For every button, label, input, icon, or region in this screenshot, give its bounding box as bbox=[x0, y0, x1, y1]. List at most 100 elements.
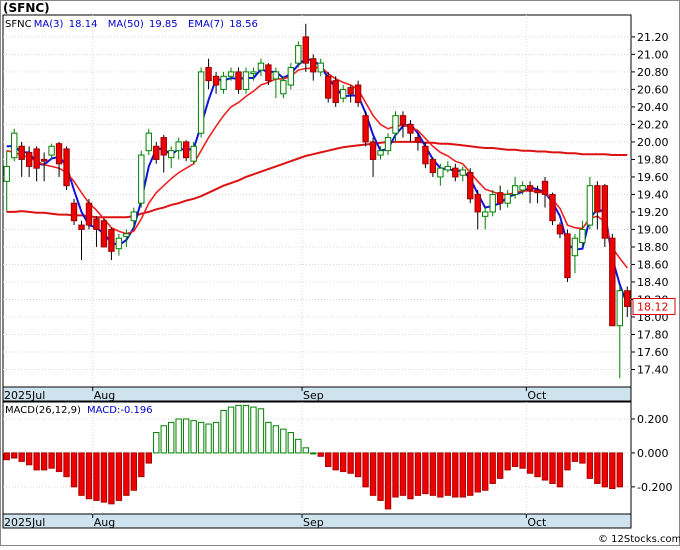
candle-body bbox=[332, 80, 339, 104]
macd-bar bbox=[18, 452, 25, 462]
price-x-axis-band bbox=[2, 386, 632, 402]
macd-bar bbox=[272, 425, 280, 454]
candle-body bbox=[526, 185, 534, 191]
legend-value: 18.14 bbox=[69, 19, 98, 30]
price-y-tick-label: 19.60 bbox=[637, 171, 669, 184]
macd-bar bbox=[482, 452, 489, 491]
macd-x-tick-label: Oct bbox=[527, 516, 547, 529]
candle-body bbox=[25, 151, 33, 167]
candle-body bbox=[594, 185, 601, 213]
candle-body bbox=[369, 141, 377, 160]
macd-bar bbox=[474, 452, 481, 493]
macd-bar bbox=[3, 452, 10, 461]
macd-bar bbox=[138, 452, 145, 478]
candle-body bbox=[444, 165, 452, 171]
candle-body bbox=[489, 193, 496, 213]
candle-body bbox=[407, 123, 414, 134]
series-line-ema7 bbox=[6, 65, 628, 269]
macd-bar bbox=[504, 452, 511, 471]
macd-bar bbox=[549, 452, 556, 484]
candle-body bbox=[280, 80, 287, 95]
candle-body bbox=[422, 145, 429, 165]
macd-bar bbox=[392, 452, 399, 498]
candle-body bbox=[399, 115, 407, 125]
macd-bar bbox=[496, 452, 504, 479]
macd-bar bbox=[265, 421, 272, 454]
candle-body bbox=[384, 137, 392, 152]
candle-body bbox=[138, 154, 145, 204]
macd-bar bbox=[332, 452, 339, 471]
candle-body bbox=[175, 141, 182, 152]
macd-bar bbox=[362, 452, 369, 488]
series-line-ma50 bbox=[6, 140, 628, 219]
candle-body bbox=[48, 145, 55, 156]
candle-body bbox=[153, 145, 160, 160]
macd-bar bbox=[422, 452, 429, 495]
candle-body bbox=[601, 185, 609, 239]
candle-body bbox=[197, 71, 205, 134]
macd-bar bbox=[317, 452, 324, 457]
price-y-tick-label: 21.20 bbox=[637, 31, 669, 44]
candle-body bbox=[33, 148, 40, 169]
candle-body bbox=[437, 167, 444, 178]
macd-bar bbox=[168, 421, 175, 454]
macd-bar bbox=[250, 406, 257, 454]
candle-body bbox=[556, 224, 564, 235]
macd-bar bbox=[489, 452, 496, 484]
candle-body bbox=[624, 290, 631, 307]
candle-body bbox=[190, 145, 197, 162]
macd-bar bbox=[571, 452, 579, 462]
macd-bar bbox=[594, 452, 601, 484]
macd-y-tick-label: -0.200 bbox=[637, 481, 672, 494]
price-y-tick-label: 18.40 bbox=[637, 276, 669, 289]
price-x-tick-label: Sep bbox=[303, 389, 324, 402]
candle-body bbox=[317, 62, 324, 73]
macd-y-tick-label: 0.200 bbox=[637, 413, 669, 426]
candle-body bbox=[115, 237, 123, 250]
macd-x-axis-band bbox=[2, 513, 632, 529]
candle-body bbox=[295, 45, 302, 64]
legend-value: 18.56 bbox=[229, 19, 258, 30]
candle-body bbox=[467, 172, 474, 200]
last-price-label: 18.12 bbox=[637, 300, 669, 313]
macd-bar bbox=[48, 452, 55, 469]
macd-bar bbox=[11, 452, 18, 459]
macd-bar bbox=[145, 452, 152, 464]
candle-body bbox=[377, 150, 384, 156]
candle-body bbox=[496, 192, 504, 204]
macd-value-label: MACD:-0.196 bbox=[87, 405, 153, 416]
macd-bar bbox=[55, 452, 63, 473]
candle-body bbox=[250, 71, 257, 75]
macd-bar bbox=[377, 452, 384, 501]
candle-body bbox=[325, 75, 332, 99]
macd-bar bbox=[175, 418, 182, 454]
price-y-tick-label: 19.20 bbox=[637, 206, 669, 219]
macd-bar bbox=[242, 404, 250, 454]
macd-bar bbox=[579, 452, 586, 464]
macd-bar bbox=[197, 421, 205, 454]
candle-body bbox=[347, 87, 354, 95]
macd-bar bbox=[354, 452, 362, 478]
macd-bar bbox=[235, 404, 242, 454]
macd-x-tick-label: Sep bbox=[303, 516, 324, 529]
candle-body bbox=[302, 36, 309, 64]
candle-body bbox=[571, 237, 579, 257]
candle-body bbox=[11, 132, 18, 159]
macd-bar bbox=[511, 452, 519, 467]
macd-bar bbox=[295, 438, 302, 454]
price-x-tick-label: 2025Jul bbox=[4, 389, 45, 402]
chart-title: (SFNC) bbox=[3, 1, 50, 15]
macd-bar bbox=[325, 452, 332, 467]
candle-body bbox=[130, 211, 138, 222]
macd-bar bbox=[414, 452, 422, 496]
macd-bar bbox=[444, 452, 452, 496]
macd-bar bbox=[339, 452, 347, 473]
candle-body bbox=[541, 180, 549, 195]
macd-bar bbox=[280, 428, 287, 454]
candle-body bbox=[123, 233, 130, 237]
price-y-tick-label: 17.80 bbox=[637, 328, 669, 341]
candle-body bbox=[63, 148, 70, 187]
macd-bar bbox=[564, 452, 571, 471]
